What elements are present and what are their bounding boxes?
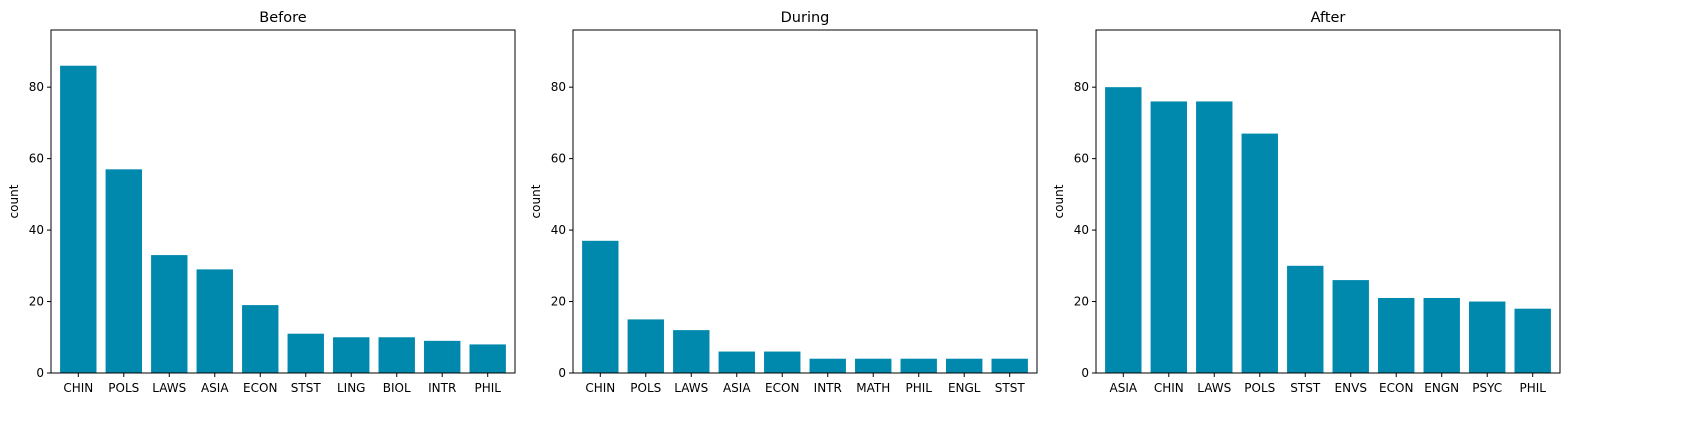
y-tick-label: 0 <box>1081 366 1089 380</box>
x-tick-label: ASIA <box>723 381 751 395</box>
y-tick-label: 40 <box>1074 223 1089 237</box>
y-tick-label: 80 <box>29 80 44 94</box>
x-tick-label: LAWS <box>674 381 708 395</box>
bar-stst <box>991 358 1028 373</box>
axes-frame <box>1095 29 1561 374</box>
x-tick-label: LING <box>337 381 366 395</box>
x-tick-label: LAWS <box>152 381 186 395</box>
x-tick-label: INTR <box>428 381 456 395</box>
x-tick-label: POLS <box>108 381 139 395</box>
x-tick-label: STST <box>291 381 322 395</box>
bar-stst <box>1287 265 1324 373</box>
bar-stst <box>287 333 324 373</box>
chart-title: During <box>781 10 830 26</box>
bar-econ <box>1378 297 1415 373</box>
x-tick-label: STST <box>1290 381 1321 395</box>
bar-engn <box>1423 297 1460 373</box>
bar-pols <box>627 319 664 373</box>
bar-intr <box>809 358 846 373</box>
bar-math <box>855 358 892 373</box>
axes-frame <box>50 29 516 374</box>
x-tick-label: INTR <box>814 381 842 395</box>
x-tick-label: ENGL <box>948 381 981 395</box>
chart-title: After <box>1311 10 1346 26</box>
x-tick-label: ASIA <box>1110 381 1138 395</box>
bar-econ <box>764 351 801 373</box>
bar-phil <box>900 358 937 373</box>
x-tick-label: BIOL <box>383 381 411 395</box>
y-axis-label: count <box>7 184 21 218</box>
y-tick-label: 0 <box>558 366 566 380</box>
bar-phil <box>469 344 506 373</box>
x-tick-label: PHIL <box>905 381 932 395</box>
bar-laws <box>151 255 188 373</box>
bar-asia <box>1105 87 1142 374</box>
bar-biol <box>378 337 415 373</box>
x-tick-label: PHIL <box>474 381 501 395</box>
bar-econ <box>242 305 279 373</box>
bar-pols <box>105 169 142 373</box>
bar-asia <box>196 269 233 373</box>
x-tick-label: CHIN <box>585 381 615 395</box>
y-tick-label: 20 <box>551 295 566 309</box>
x-tick-label: POLS <box>630 381 661 395</box>
y-tick-label: 60 <box>551 152 566 166</box>
x-tick-label: ASIA <box>201 381 229 395</box>
bar-laws <box>1196 101 1233 374</box>
bar-psyc <box>1469 301 1506 373</box>
panel-before: CHIN POLS LAWS ASIA ECON STST LING BIOL INTR PHIL… <box>7 10 516 395</box>
x-tick-label: ECON <box>243 381 277 395</box>
axes-frame <box>572 29 1038 374</box>
x-tick-label: CHIN <box>1154 381 1184 395</box>
y-tick-label: 0 <box>36 366 44 380</box>
bar-intr <box>424 340 461 373</box>
y-tick-label: 40 <box>29 223 44 237</box>
chart-title: Before <box>259 10 306 26</box>
bar-envs <box>1332 280 1369 373</box>
panel-after: ASIA CHIN LAWS POLS STST ENVS ECON ENGN PSYC PHIL… <box>1052 10 1561 395</box>
x-tick-label: MATH <box>856 381 890 395</box>
bar-engl <box>946 358 983 373</box>
x-tick-label: LAWS <box>1197 381 1231 395</box>
bar-chin <box>1150 101 1187 374</box>
y-axis-label: count <box>529 184 543 218</box>
y-tick-label: 60 <box>29 152 44 166</box>
y-axis-label: count <box>1052 184 1066 218</box>
x-tick-label: POLS <box>1244 381 1275 395</box>
y-tick-label: 40 <box>551 223 566 237</box>
bar-chin <box>60 65 97 373</box>
x-tick-label: ECON <box>1379 381 1413 395</box>
bar-phil <box>1514 308 1551 373</box>
x-tick-label: ECON <box>765 381 799 395</box>
bar-pols <box>1241 133 1278 373</box>
y-tick-label: 80 <box>551 80 566 94</box>
bar-asia <box>718 351 755 373</box>
x-tick-label: PHIL <box>1519 381 1546 395</box>
y-tick-label: 20 <box>1074 295 1089 309</box>
bar-laws <box>673 330 710 374</box>
y-tick-label: 60 <box>1074 152 1089 166</box>
x-tick-label: STST <box>995 381 1026 395</box>
y-tick-label: 20 <box>29 295 44 309</box>
x-tick-label: CHIN <box>63 381 93 395</box>
bar-chin <box>582 240 619 373</box>
x-tick-label: PSYC <box>1472 381 1502 395</box>
y-tick-label: 80 <box>1074 80 1089 94</box>
x-tick-label: ENVS <box>1335 381 1367 395</box>
bar-ling <box>333 337 370 373</box>
x-tick-label: ENGN <box>1424 381 1459 395</box>
panel-during: CHIN POLS LAWS ASIA ECON INTR MATH PHIL ENGL STST… <box>529 10 1038 395</box>
